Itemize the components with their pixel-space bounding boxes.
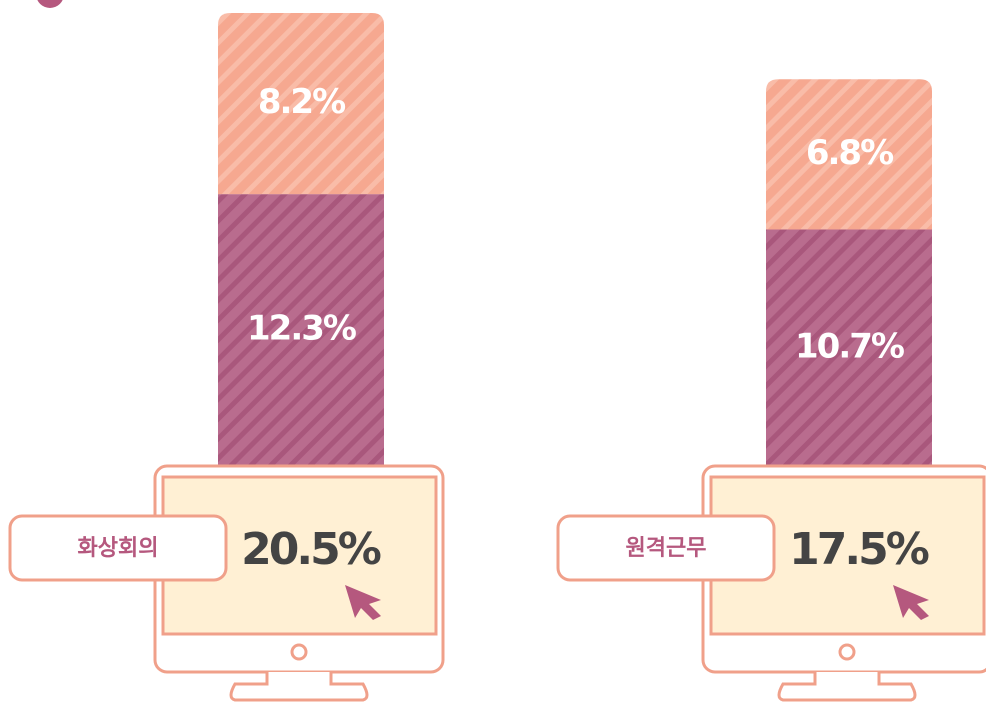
- segment-label: 6.8%: [806, 133, 893, 173]
- power-button: [838, 643, 856, 661]
- monitor: [701, 464, 986, 702]
- power-button: [290, 643, 308, 661]
- segment-label: 10.7%: [795, 326, 904, 366]
- segment-label: 8.2%: [258, 82, 345, 122]
- category-box: [8, 514, 228, 582]
- bar-segment: [218, 12, 384, 195]
- category-box: [556, 514, 776, 582]
- total-label: 17.5%: [789, 524, 929, 575]
- legend-dot: [37, 0, 63, 8]
- cursor-icon: [345, 585, 381, 620]
- total-label: 20.5%: [241, 524, 381, 575]
- bar-segment: [218, 194, 384, 467]
- monitor-stand: [229, 672, 369, 702]
- cursor-icon: [893, 585, 929, 620]
- monitor-stand: [777, 672, 917, 702]
- monitor: [153, 464, 445, 702]
- category-label: 화상회의: [78, 536, 159, 561]
- segment-label: 12.3%: [247, 309, 356, 349]
- bar-segment: [766, 79, 932, 230]
- bar-segment: [766, 229, 932, 466]
- category-label: 원격근무: [626, 536, 707, 561]
